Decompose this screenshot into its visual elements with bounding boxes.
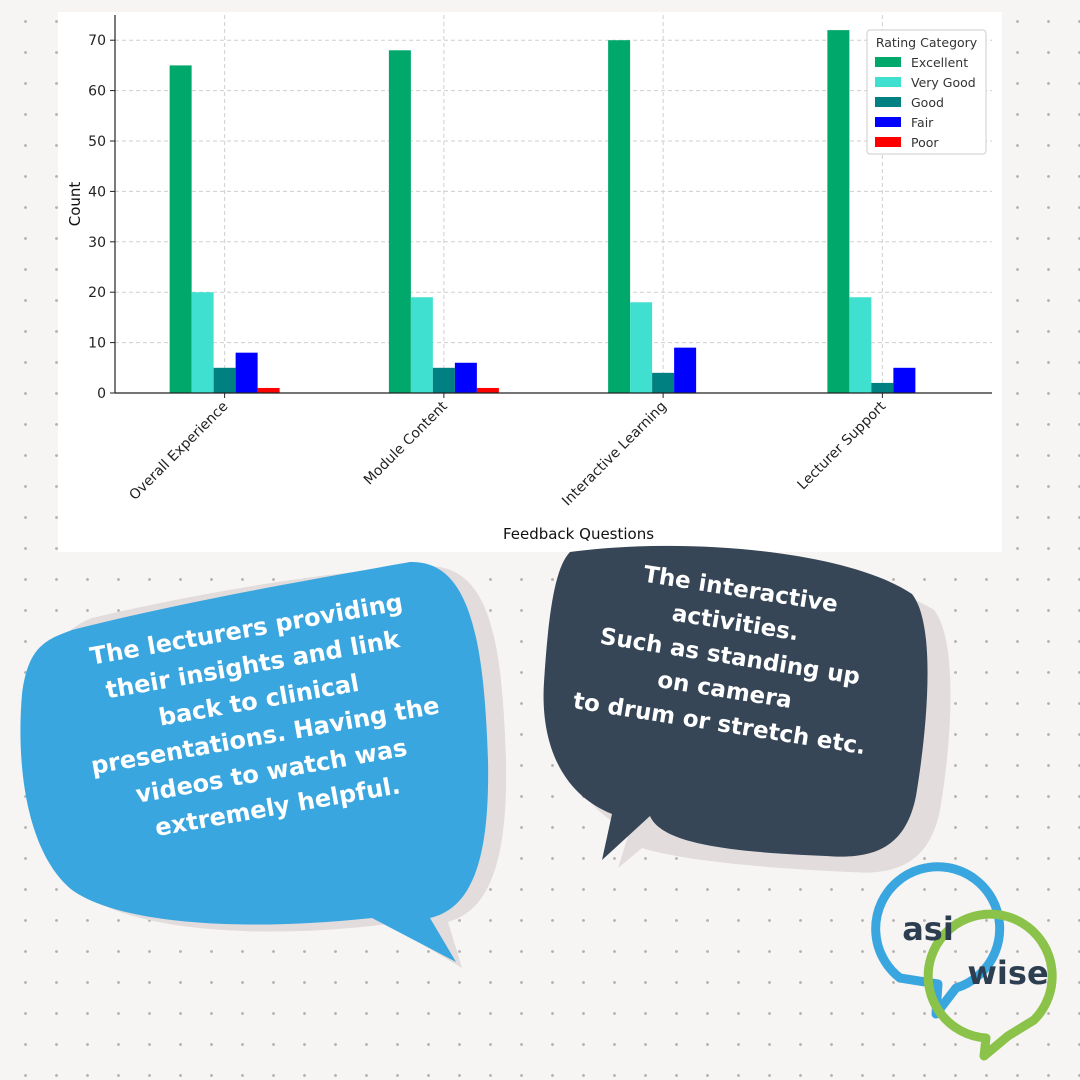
y-tick-label: 40 xyxy=(88,184,106,200)
legend-entry: Poor xyxy=(911,135,939,150)
bar-very-good xyxy=(410,297,433,393)
legend-swatch xyxy=(875,137,901,147)
bar-very-good xyxy=(191,292,214,393)
bar-excellent xyxy=(169,65,192,394)
legend-entry: Fair xyxy=(911,115,934,130)
bar-good xyxy=(652,372,675,393)
bar-fair xyxy=(893,367,916,393)
bar-good xyxy=(213,367,236,393)
y-tick-label: 20 xyxy=(88,285,106,301)
y-axis-title: Count xyxy=(66,182,84,227)
bar-fair xyxy=(235,352,258,393)
bubble-right xyxy=(543,545,928,860)
bar-poor xyxy=(476,387,499,393)
legend-swatch xyxy=(875,117,901,127)
logo-green-bubble-icon xyxy=(923,909,1057,1061)
legend-entry: Very Good xyxy=(911,75,976,90)
legend-title: Rating Category xyxy=(876,35,978,50)
legend-swatch xyxy=(875,77,901,87)
asi-wise-logo: asi wise xyxy=(871,862,1057,1061)
y-tick-label: 70 xyxy=(88,33,106,49)
legend-swatch xyxy=(875,57,901,67)
y-tick-label: 60 xyxy=(88,84,106,100)
bar-fair xyxy=(674,347,697,393)
bubble-left xyxy=(20,561,489,962)
chart-panel: 0 10 20 30 40 50 60 70 Overall Experience Module … xyxy=(58,12,1002,552)
bar-poor xyxy=(257,387,280,393)
legend-entry: Excellent xyxy=(911,55,968,70)
bar-very-good xyxy=(849,297,872,393)
bar-excellent xyxy=(608,40,631,393)
y-tick-label: 10 xyxy=(88,336,106,352)
y-tick-label: 30 xyxy=(88,235,106,251)
x-axis-title: Feedback Questions xyxy=(503,525,654,543)
bar-excellent xyxy=(388,50,411,393)
bar-very-good xyxy=(630,302,653,393)
logo-word-wise: wise xyxy=(967,954,1048,992)
bar-excellent xyxy=(827,30,850,394)
bar-fair xyxy=(454,362,477,393)
bar-good xyxy=(871,382,894,393)
bar-good xyxy=(432,367,455,393)
y-tick-label: 0 xyxy=(97,386,106,402)
legend-swatch xyxy=(875,97,901,107)
logo-word-asi: asi xyxy=(902,910,954,948)
logo-blue-bubble-icon xyxy=(871,862,1005,1019)
y-tick-label: 50 xyxy=(88,134,106,150)
legend-entry: Good xyxy=(911,95,944,110)
